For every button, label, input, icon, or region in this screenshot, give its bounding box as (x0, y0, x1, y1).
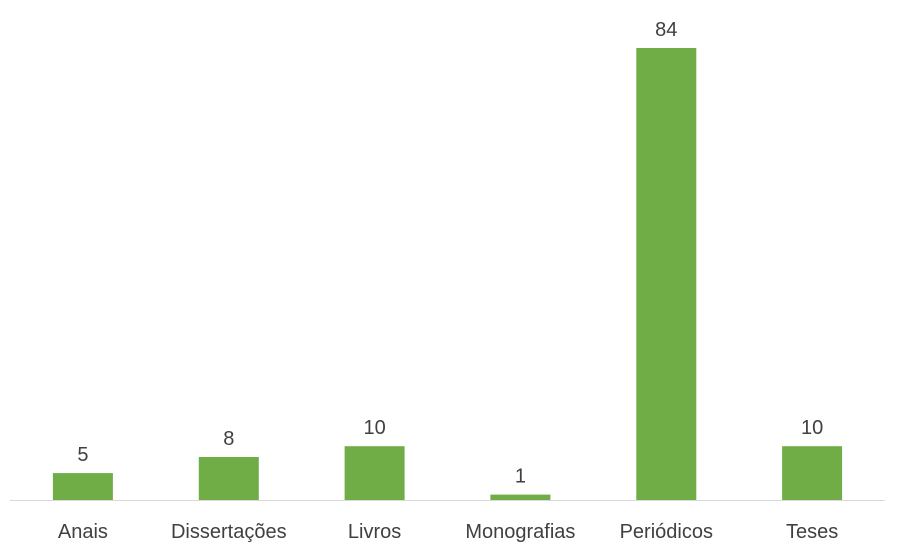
bar-monografias (490, 494, 551, 500)
data-label-teses: 10 (801, 417, 823, 439)
x-tick-label-teses: Teses (786, 521, 838, 542)
data-labels-layer: 5 8 10 1 84 10 (77, 19, 823, 488)
x-tick-label-anais: Anais (58, 521, 108, 542)
bar-periódicos (636, 48, 697, 500)
bar-teses (782, 446, 843, 500)
data-label-monografias: 1 (515, 466, 526, 488)
data-label-anais: 5 (77, 444, 88, 466)
x-tick-labels-layer: Anais Dissertações Livros Monografias Periód… (58, 521, 838, 542)
data-label-dissertações: 8 (223, 428, 234, 450)
data-label-livros: 10 (363, 417, 385, 439)
x-tick-label-monografias: Monografias (465, 521, 575, 542)
x-tick-label-livros: Livros (348, 521, 401, 542)
x-tick-label-dissertações: Dissertações (171, 521, 287, 542)
x-tick-label-periódicos: Periódicos (620, 521, 713, 542)
bar-livros (344, 446, 405, 500)
bars-layer (52, 48, 843, 500)
data-label-periódicos: 84 (655, 19, 677, 41)
bar-anais (52, 473, 113, 500)
bar-dissertações (198, 457, 259, 500)
